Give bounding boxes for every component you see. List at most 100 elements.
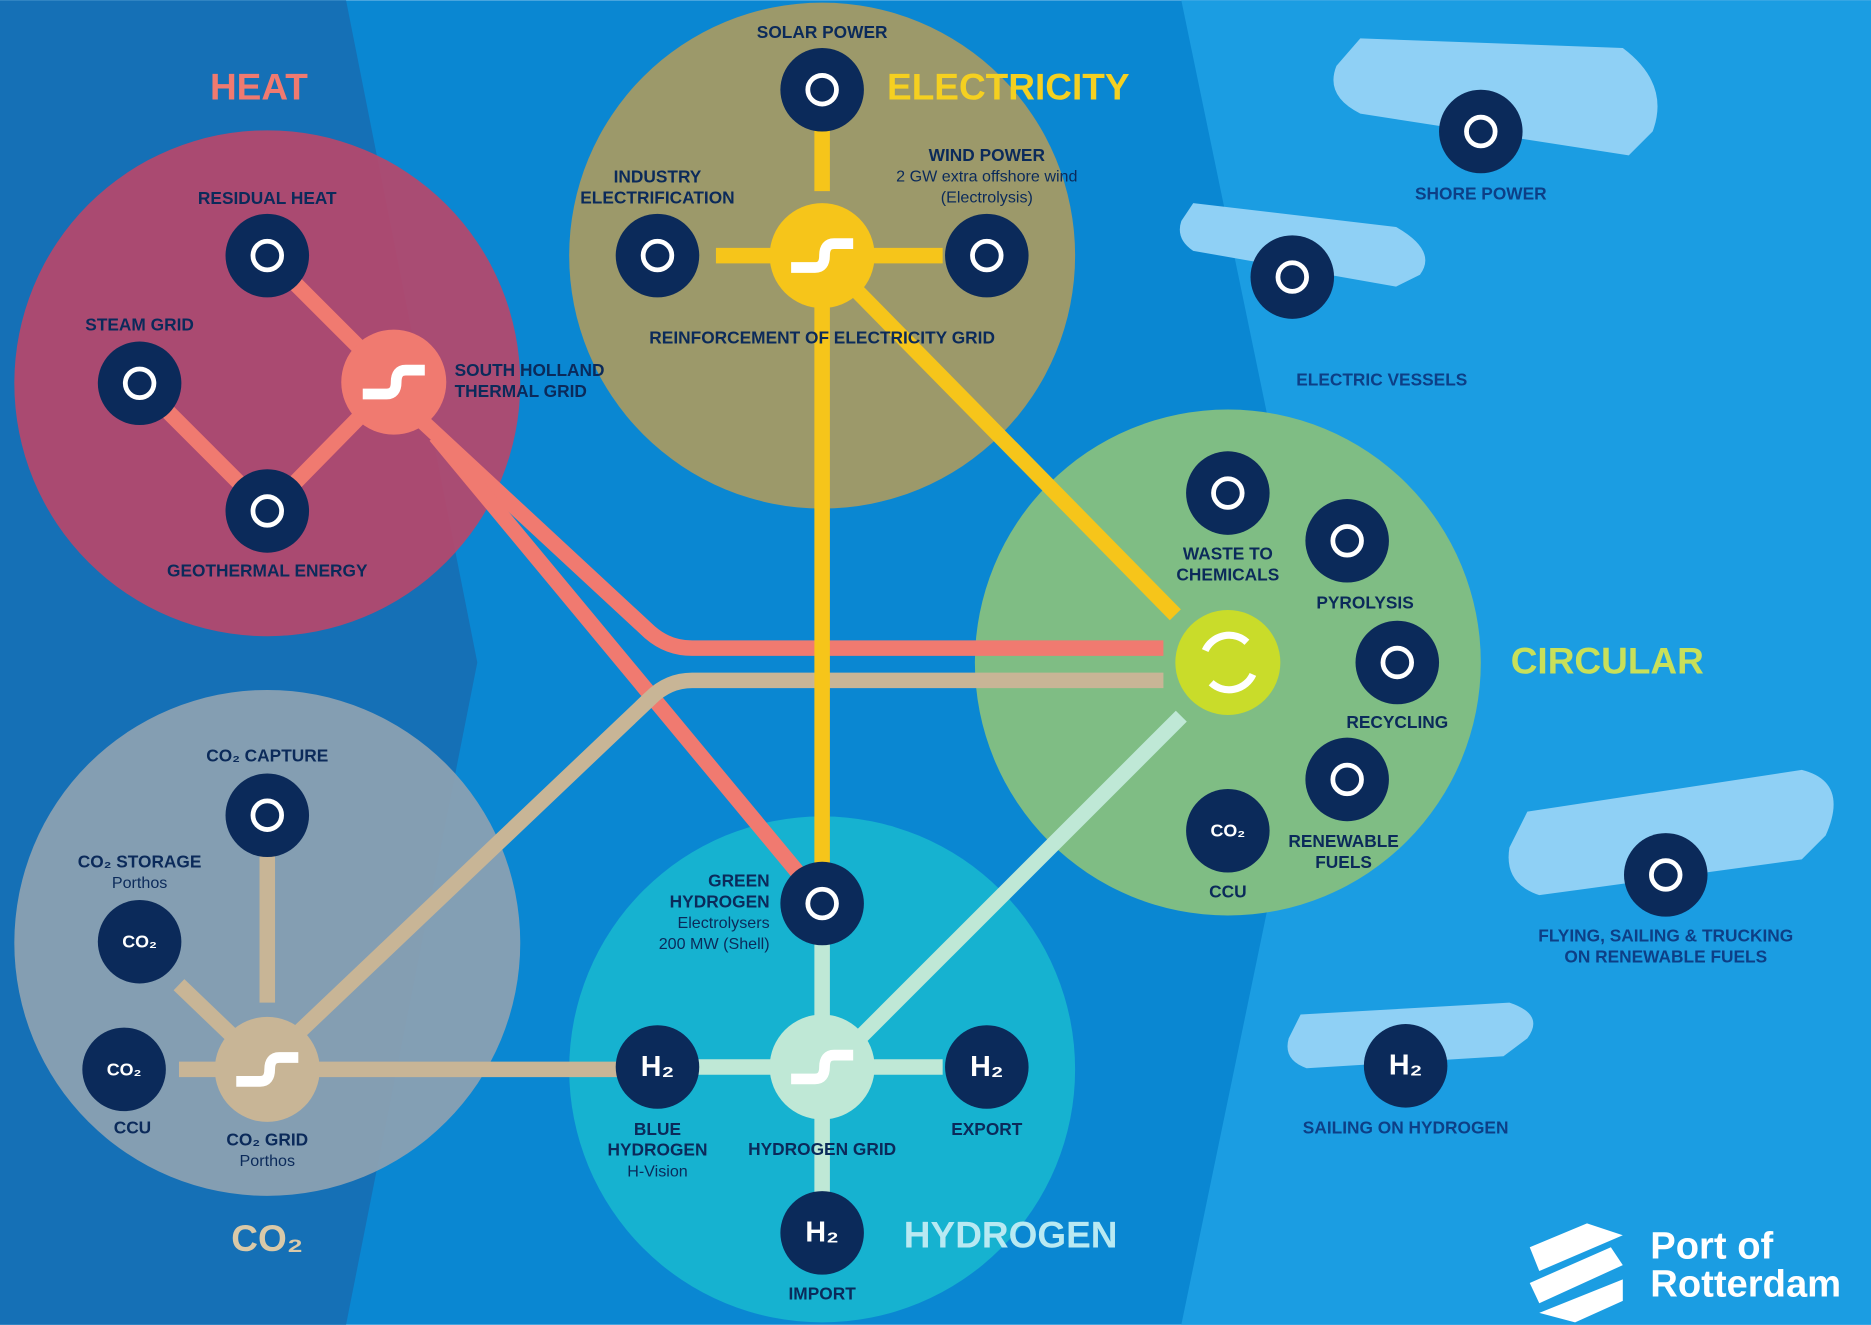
node-label: CCU	[114, 1118, 151, 1138]
node-icon	[1186, 788, 1270, 873]
node-icon	[1305, 737, 1389, 822]
icon-glyph	[970, 238, 1004, 273]
recycle-glyph	[1201, 631, 1257, 694]
node-icon	[1186, 451, 1270, 535]
node-icon	[945, 213, 1029, 298]
icon-glyph	[805, 73, 839, 107]
icon-glyph	[1380, 645, 1414, 680]
icon-text: H₂	[641, 1051, 674, 1083]
node-label: RESIDUAL HEAT	[198, 188, 337, 208]
icon-glyph	[122, 366, 157, 400]
node-icon	[225, 213, 310, 298]
icon-text: H₂	[805, 1217, 838, 1249]
vessel-icon	[1623, 833, 1708, 917]
node-label: SOLAR POWER	[757, 22, 888, 42]
vessel-label: FLYING, SAILING & TRUCKING	[1538, 926, 1793, 946]
node-sublabel: 2 GW extra offshore wind	[896, 168, 1077, 186]
icon-text: H₂	[1389, 1050, 1422, 1082]
hydrogen-to-circular	[853, 710, 1187, 1044]
logo: Port of Rotterdam	[1529, 1223, 1841, 1323]
node-label: SOUTH HOLLAND	[455, 360, 605, 380]
right-zone	[1181, 0, 1871, 1325]
heat-to-hydrogen	[429, 430, 808, 883]
node-icon	[615, 213, 700, 298]
node-icon	[97, 899, 182, 984]
node-icon	[780, 861, 864, 946]
vessel-label: ELECTRIC VESSELS	[1296, 369, 1467, 389]
node-label: HYDROGEN GRID	[748, 1139, 896, 1159]
node-label: BLUE	[634, 1119, 681, 1139]
icon-glyph	[250, 798, 284, 832]
section-title: HYDROGEN	[904, 1214, 1118, 1255]
pipe-glyph	[791, 238, 854, 273]
heat-links	[134, 250, 405, 522]
node-icon	[82, 1027, 166, 1112]
node-label: STEAM GRID	[85, 315, 194, 335]
logo-mark	[1529, 1223, 1623, 1323]
icon-glyph	[1275, 260, 1309, 294]
vessel-icon	[1439, 89, 1523, 174]
electricity-to-circular	[816, 250, 1181, 621]
node-label: CO₂ GRID	[226, 1130, 308, 1150]
node-sublabel: Porthos	[240, 1152, 295, 1170]
node-icon	[225, 469, 310, 553]
node-label: HYDROGEN	[607, 1140, 707, 1160]
icon-glyph	[1330, 762, 1364, 797]
node-sublabel: 200 MW (Shell)	[659, 935, 770, 953]
pipe-glyph	[236, 1052, 299, 1087]
icon-glyph	[250, 494, 284, 528]
circular-hub	[1175, 609, 1281, 716]
node-sublabel: H-Vision	[627, 1162, 688, 1180]
pipe-glyph	[791, 1049, 854, 1085]
section-title: CIRCULAR	[1511, 640, 1704, 681]
icon-glyph	[640, 238, 675, 273]
vessel-label: SAILING ON HYDROGEN	[1303, 1118, 1509, 1138]
node-icon	[780, 1191, 864, 1275]
node-sublabel: Electrolysers	[678, 914, 770, 932]
icon-glyph	[250, 238, 284, 273]
node-label: IMPORT	[789, 1283, 857, 1303]
node-label: CCU	[1209, 881, 1246, 901]
logo-text: Rotterdam	[1650, 1263, 1841, 1306]
node-label: PYROLYSIS	[1316, 593, 1413, 613]
node-icon	[780, 47, 864, 132]
ship	[1508, 769, 1834, 896]
section-title: HEAT	[210, 67, 308, 108]
node-label: WIND POWER	[929, 145, 1046, 165]
node-icon	[615, 1025, 700, 1109]
node-label: RENEWABLE	[1288, 831, 1399, 851]
section-title: CO₂	[231, 1218, 303, 1259]
node-label: RECYCLING	[1346, 712, 1448, 732]
icon-text: CO₂	[122, 932, 157, 952]
vessel-icon	[1250, 235, 1335, 319]
node-label: GREEN	[708, 871, 770, 891]
vessel-label: ON RENEWABLE FUELS	[1564, 946, 1767, 966]
icon-text: CO₂	[1210, 821, 1245, 841]
node-label: CO₂ STORAGE	[78, 852, 202, 872]
heat-circle	[14, 130, 521, 637]
node-label: CO₂ CAPTURE	[206, 745, 328, 765]
pipe-glyph	[362, 364, 425, 400]
node-label: ELECTRIFICATION	[580, 187, 734, 207]
node-label: GEOTHERMAL ENERGY	[167, 560, 368, 580]
icon-glyph	[1464, 114, 1498, 149]
node-label: REINFORCEMENT OF ELECTRICITY GRID	[649, 328, 995, 348]
node-label: INDUSTRY	[614, 167, 702, 187]
node-icon	[97, 341, 182, 426]
icon-glyph	[1649, 858, 1683, 892]
node-sublabel: (Electrolysis)	[941, 189, 1033, 207]
node-icon	[1305, 499, 1389, 583]
section-title: ELECTRICITY	[887, 67, 1130, 108]
node-sublabel: Porthos	[112, 874, 167, 892]
node-label: WASTE TO	[1183, 544, 1273, 564]
icon-glyph	[1330, 524, 1364, 558]
vessel-label: SHORE POWER	[1415, 183, 1547, 203]
node-label: HYDROGEN	[670, 892, 770, 912]
icon-text: H₂	[970, 1051, 1003, 1083]
heat-to-circular	[400, 400, 1164, 656]
logo-text: Port of	[1650, 1224, 1773, 1267]
node-icon	[945, 1025, 1029, 1109]
node-label: EXPORT	[951, 1119, 1023, 1139]
node-icon	[1355, 620, 1440, 705]
node-label: THERMAL GRID	[455, 381, 587, 401]
